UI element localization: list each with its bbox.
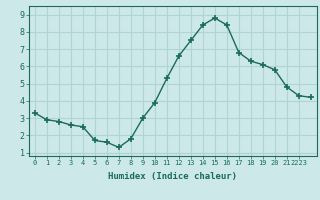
X-axis label: Humidex (Indice chaleur): Humidex (Indice chaleur) [108,172,237,181]
